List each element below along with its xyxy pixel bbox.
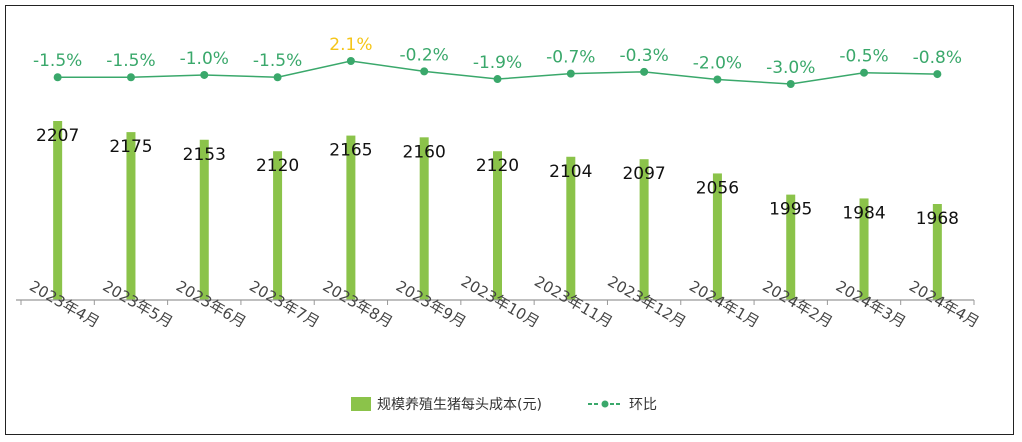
line-series: -1.5% -1.5% -1.0% -1.5% 2.1% -0.2% -1.9% -0.7% -…	[33, 35, 962, 88]
line-value-label: -0.2%	[400, 45, 449, 65]
legend-line-dot	[601, 400, 609, 408]
bar-value-label: 2120	[256, 156, 299, 176]
chart-frame: 2207 2175 2153 2120 2165 2160 2120 2104 2097 2056…	[5, 5, 1014, 435]
line-value-label: -0.5%	[839, 47, 888, 67]
x-tick-label: 2024年3月	[833, 277, 909, 331]
line-value-label: -3.0%	[766, 58, 815, 78]
x-tick-label: 2023年6月	[173, 277, 249, 331]
x-tick-label: 2023年9月	[393, 277, 469, 331]
line-value-label: -1.5%	[253, 51, 302, 71]
line-value-label: -1.5%	[33, 51, 82, 71]
bar	[932, 204, 942, 300]
line-point	[713, 75, 722, 84]
x-tick-label: 2024年2月	[759, 277, 835, 331]
line-point	[346, 57, 355, 65]
line-value-label: -1.5%	[106, 51, 155, 71]
bar	[126, 132, 136, 300]
bar	[786, 194, 796, 300]
chart-svg: 2207 2175 2153 2120 2165 2160 2120 2104 2097 2056…	[16, 35, 982, 413]
x-tick-label: 2023年4月	[26, 277, 102, 331]
line-point	[933, 70, 942, 79]
line-value-label: -1.9%	[473, 53, 522, 73]
bar	[493, 151, 502, 300]
bar-value-label: 1984	[842, 203, 885, 223]
x-tick-label: 2024年1月	[686, 277, 762, 331]
x-tick-label: 2024年4月	[906, 277, 982, 331]
line-value-label: -2.0%	[693, 53, 742, 73]
line-point	[53, 73, 62, 82]
x-tick-label: 2023年7月	[246, 277, 322, 331]
bar	[712, 173, 722, 300]
line-point	[566, 69, 575, 78]
bar-value-label: 1995	[769, 200, 812, 220]
bar	[859, 198, 869, 300]
line-value-label: 2.1%	[329, 35, 372, 55]
bar-value-label: 2097	[622, 164, 665, 184]
bar-value-label: 2056	[696, 178, 739, 198]
x-tick-label: 2023年8月	[320, 277, 396, 331]
bar	[273, 151, 283, 300]
bar-value-label: 2207	[36, 126, 79, 146]
bar	[199, 139, 209, 300]
bar-series: 2207 2175 2153 2120 2165 2160 2120 2104 2097 2056…	[36, 121, 959, 300]
bar-value-label: 2153	[183, 145, 226, 165]
bar	[639, 159, 649, 300]
bar	[566, 156, 576, 300]
bar-value-label: 1968	[916, 209, 959, 229]
bar-value-label: 2165	[329, 141, 372, 161]
legend-line-label: 环比	[629, 397, 657, 413]
line-value-label: -0.8%	[913, 48, 962, 68]
line-point	[860, 68, 869, 77]
line-value-label: -1.0%	[180, 49, 229, 69]
line-point	[126, 73, 135, 82]
bar	[53, 121, 63, 300]
bar	[419, 137, 429, 300]
bar	[346, 135, 356, 300]
line-value-label: -0.3%	[619, 46, 668, 66]
legend-bar-swatch	[351, 397, 371, 411]
bar-value-label: 2104	[549, 162, 592, 182]
x-tick-label: 2023年5月	[100, 277, 176, 331]
line-point	[493, 75, 502, 84]
bar-value-label: 2120	[476, 156, 519, 176]
line-point	[273, 73, 282, 82]
line-point	[786, 80, 795, 88]
line-point	[640, 67, 649, 76]
bar-value-label: 2160	[403, 142, 446, 162]
line-point	[200, 70, 209, 79]
legend-bar-label: 规模养殖生猪每头成本(元)	[377, 396, 542, 413]
legend: 规模养殖生猪每头成本(元) 环比	[351, 396, 657, 413]
line-value-label: -0.7%	[546, 48, 595, 68]
line-point	[420, 67, 429, 76]
bar-value-label: 2175	[109, 137, 152, 157]
